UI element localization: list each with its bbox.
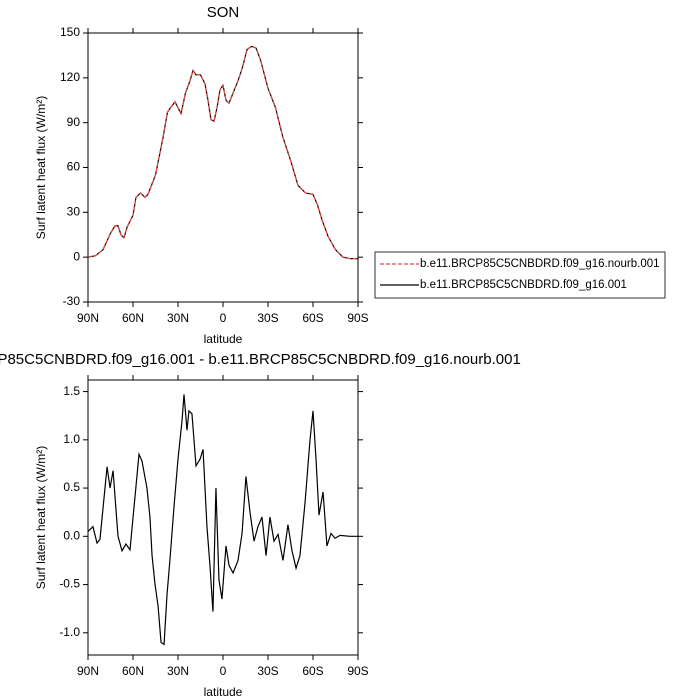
x-tick-label: 90N [77, 311, 99, 325]
y-tick-label: 30 [67, 205, 81, 219]
y-tick-label: 0.5 [63, 480, 80, 494]
x-tick-label: 30N [167, 664, 189, 678]
data-line [87, 45, 358, 260]
y-axis-label: Surf latent heat flux (W/m²) [34, 446, 48, 589]
data-line [87, 45, 358, 260]
y-tick-label: 150 [60, 25, 80, 39]
y-tick-label: 1.0 [63, 432, 80, 446]
legend-label: b.e11.BRCP85C5CNBDRD.f09_g16.001 [420, 279, 627, 291]
plot-frame [87, 379, 359, 656]
x-axis-label: latitude [204, 685, 243, 699]
y-tick-label: -30 [63, 294, 81, 308]
x-tick-label: 30S [257, 311, 278, 325]
x-tick-label: 60S [302, 311, 323, 325]
x-tick-label: 0 [220, 664, 227, 678]
legend-box [374, 251, 666, 299]
y-tick-label: 90 [67, 115, 81, 129]
x-tick-label: 0 [220, 311, 227, 325]
chart-title: SON [207, 4, 240, 21]
y-tick-label: -1.0 [59, 625, 80, 639]
y-tick-label: 0.0 [63, 528, 80, 542]
x-tick-label: 60N [122, 664, 144, 678]
x-tick-label: 60N [122, 311, 144, 325]
data-line [87, 394, 358, 646]
plot-frame [87, 32, 359, 303]
x-tick-label: 60S [302, 664, 323, 678]
legend-label: b.e11.BRCP85C5CNBDRD.f09_g16.nourb.001 [420, 258, 660, 270]
y-axis-label: Surf latent heat flux (W/m²) [34, 96, 48, 239]
y-tick-label: 1.5 [63, 384, 80, 398]
x-tick-label: 90S [347, 311, 368, 325]
x-tick-label: 90S [347, 664, 368, 678]
chart-title: b.e11.BRCP85C5CNBDRD.f09_g16.001 - b.e11… [0, 351, 521, 368]
y-tick-label: -0.5 [59, 577, 80, 591]
x-tick-label: 30S [257, 664, 278, 678]
y-tick-label: 60 [67, 160, 81, 174]
x-tick-label: 90N [77, 664, 99, 678]
x-tick-label: 30N [167, 311, 189, 325]
y-tick-label: 120 [60, 70, 80, 84]
x-axis-label: latitude [204, 332, 243, 346]
y-tick-label: 0 [73, 249, 80, 263]
